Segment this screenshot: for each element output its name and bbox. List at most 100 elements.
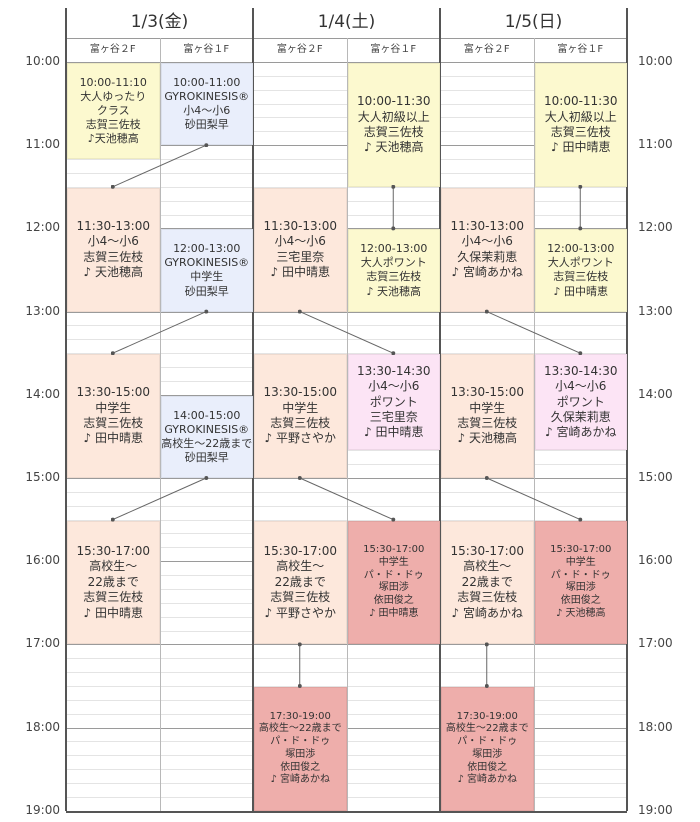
class-detail: ♪ 田中晴恵: [553, 284, 609, 298]
class-time: 13:30-14:30: [357, 363, 431, 378]
class-block[interactable]: 13:30-14:30 小4〜小6 ポワント 久保茉莉恵 ♪ 宮崎あかね: [534, 354, 627, 451]
class-detail: 砂田梨早: [184, 284, 229, 298]
venue-divider: [159, 38, 161, 811]
class-detail: 中学生: [282, 400, 319, 415]
class-detail: 塚田渉: [472, 748, 503, 760]
class-detail: 中学生: [378, 556, 409, 568]
class-block[interactable]: 14:00-15:00 GYROKINESIS® 高校生〜22歳まで 砂田梨早: [160, 395, 253, 478]
class-block[interactable]: 10:00-11:10 大人ゆったり クラス 志賀三佐枝 ♪天池穂高: [67, 63, 160, 160]
class-detail: GYROKINESIS®: [164, 256, 250, 270]
class-detail: 小4〜小6: [368, 379, 420, 394]
class-block[interactable]: 12:00-13:00 GYROKINESIS® 中学生 砂田梨早: [160, 229, 253, 312]
time-label-right: 16:00: [638, 553, 673, 568]
class-block[interactable]: 15:30-17:00 中学生 パ・ド・ドゥ 塚田渉 依田俊之 ♪ 田中晴恵: [347, 520, 440, 645]
class-block[interactable]: 12:00-13:00 大人ポワント 志賀三佐枝 ♪ 田中晴恵: [534, 229, 627, 312]
time-label-left: 15:00: [25, 470, 60, 484]
time-label-right: 15:00: [638, 470, 673, 484]
class-block[interactable]: 10:00-11:30 大人初級以上 志賀三佐枝 ♪ 天池穂高: [347, 63, 440, 187]
class-block[interactable]: 11:30-13:00 小4〜小6 志賀三佐枝 ♪ 天池穂高: [67, 187, 160, 312]
class-detail: GYROKINESIS®: [164, 90, 250, 104]
class-time: 15:30-17:00: [76, 544, 151, 559]
class-detail: 高校生〜: [463, 559, 512, 574]
class-detail: 依田俊之: [467, 761, 508, 773]
class-detail: 大人ポワント: [547, 256, 614, 270]
class-time: 15:30-17:00: [550, 544, 612, 556]
class-block[interactable]: 13:30-14:30 小4〜小6 ポワント 三宅里奈 ♪ 田中晴恵: [347, 354, 440, 451]
class-detail: 砂田梨早: [184, 118, 229, 132]
class-detail: 高校生〜: [89, 559, 138, 574]
class-time: 17:30-19:00: [456, 710, 518, 722]
time-label-left: 10:00: [25, 54, 60, 68]
time-label-left: 12:00: [25, 220, 60, 235]
class-block[interactable]: 17:30-19:00 高校生〜22歳まで パ・ド・ドゥ 塚田渉 依田俊之 ♪ 宮崎あかね: [254, 687, 347, 811]
class-block[interactable]: 13:30-15:00 中学生 志賀三佐枝 ♪ 天池穂高: [441, 354, 534, 478]
venue-header: 富ヶ谷２F: [89, 44, 136, 55]
venue-divider: [533, 38, 535, 811]
class-detail: ♪ 田中晴恵: [83, 431, 143, 446]
time-label-left: 11:00: [25, 137, 60, 152]
class-detail: パ・ド・ドゥ: [270, 736, 331, 748]
time-label-left: 16:00: [25, 553, 60, 568]
class-block[interactable]: 17:30-19:00 高校生〜22歳まで パ・ド・ドゥ 塚田渉 依田俊之 ♪ 宮崎あかね: [441, 687, 534, 811]
class-detail: 志賀三佐枝: [83, 590, 144, 605]
class-detail: 大人ポワント: [360, 256, 427, 270]
day-header: 1/5(日): [504, 12, 563, 32]
class-detail: 高校生〜22歳まで: [445, 723, 529, 735]
class-time: 17:30-19:00: [269, 710, 331, 722]
class-detail: 志賀三佐枝: [457, 416, 518, 431]
class-detail: 志賀三佐枝: [83, 416, 144, 431]
class-detail: 塚田渉: [565, 582, 596, 594]
class-detail: 高校生〜22歳まで: [161, 436, 253, 450]
class-detail: 志賀三佐枝: [85, 118, 141, 132]
class-detail: 大人初級以上: [544, 109, 617, 124]
venue-header: 富ヶ谷１F: [370, 44, 417, 55]
class-detail: 塚田渉: [378, 582, 409, 594]
class-detail: ♪ 田中晴恵: [270, 265, 330, 280]
class-detail: ♪ 田中晴恵: [364, 425, 424, 440]
class-detail: ♪ 宮崎あかね: [270, 774, 331, 786]
class-detail: クラス: [96, 103, 130, 117]
time-label-left: 19:00: [25, 802, 60, 817]
class-block[interactable]: 12:00-13:00 大人ポワント 志賀三佐枝 ♪ 天池穂高: [347, 229, 440, 312]
class-time: 15:30-17:00: [450, 544, 525, 559]
class-detail: ♪ 田中晴恵: [551, 140, 611, 155]
class-time: 11:30-13:00: [76, 218, 151, 233]
time-label-left: 13:00: [25, 303, 60, 318]
venue-divider: [346, 38, 348, 811]
class-block[interactable]: 11:30-13:00 小4〜小6 久保茉莉恵 ♪ 宮崎あかね: [441, 187, 534, 312]
class-block[interactable]: 13:30-15:00 中学生 志賀三佐枝 ♪ 田中晴恵: [67, 354, 160, 478]
class-detail: ♪ 天池穂高: [555, 608, 606, 620]
class-detail: 志賀三佐枝: [457, 590, 518, 605]
time-label-right: 14:00: [638, 386, 673, 401]
class-detail: 中学生: [95, 400, 132, 415]
class-detail: パ・ド・ドゥ: [363, 569, 424, 581]
class-detail: 塚田渉: [285, 748, 316, 760]
class-block[interactable]: 10:00-11:00 GYROKINESIS® 小4〜小6 砂田梨早: [160, 63, 253, 146]
day-divider: [65, 8, 67, 811]
class-detail: ♪ 宮崎あかね: [545, 425, 617, 440]
day-divider: [252, 8, 254, 811]
venue-header: 富ヶ谷１F: [557, 44, 604, 55]
class-block[interactable]: 15:30-17:00 高校生〜 22歳まで 志賀三佐枝 ♪ 平野さやか: [254, 520, 347, 645]
class-detail: 志賀三佐枝: [270, 416, 331, 431]
class-block[interactable]: 10:00-11:30 大人初級以上 志賀三佐枝 ♪ 田中晴恵: [534, 63, 627, 187]
time-label-right: 19:00: [638, 802, 673, 817]
class-time: 11:30-13:00: [263, 218, 338, 233]
class-block[interactable]: 13:30-15:00 中学生 志賀三佐枝 ♪ 平野さやか: [254, 354, 347, 478]
class-block[interactable]: 15:30-17:00 高校生〜 22歳まで 志賀三佐枝 ♪ 田中晴恵: [67, 520, 160, 645]
class-time: 10:00-11:30: [357, 94, 431, 109]
class-block[interactable]: 11:30-13:00 小4〜小6 三宅里奈 ♪ 田中晴恵: [254, 187, 347, 312]
class-block[interactable]: 15:30-17:00 中学生 パ・ド・ドゥ 塚田渉 依田俊之 ♪ 天池穂高: [534, 520, 627, 645]
class-detail: ♪ 天池穂高: [366, 284, 422, 298]
class-time: 13:30-14:30: [544, 363, 618, 378]
class-detail: 久保茉莉恵: [550, 409, 611, 424]
time-label-left: 14:00: [25, 386, 60, 401]
class-detail: 中学生: [565, 556, 596, 568]
class-detail: 志賀三佐枝: [550, 124, 611, 139]
class-block[interactable]: 15:30-17:00 高校生〜 22歳まで 志賀三佐枝 ♪ 宮崎あかね: [441, 520, 534, 645]
class-time: 14:00-15:00: [173, 408, 241, 422]
day-header: 1/3(金): [130, 12, 189, 32]
class-detail: ♪ 平野さやか: [264, 605, 336, 620]
class-detail: ♪ 宮崎あかね: [451, 265, 523, 280]
class-time: 15:30-17:00: [263, 544, 338, 559]
